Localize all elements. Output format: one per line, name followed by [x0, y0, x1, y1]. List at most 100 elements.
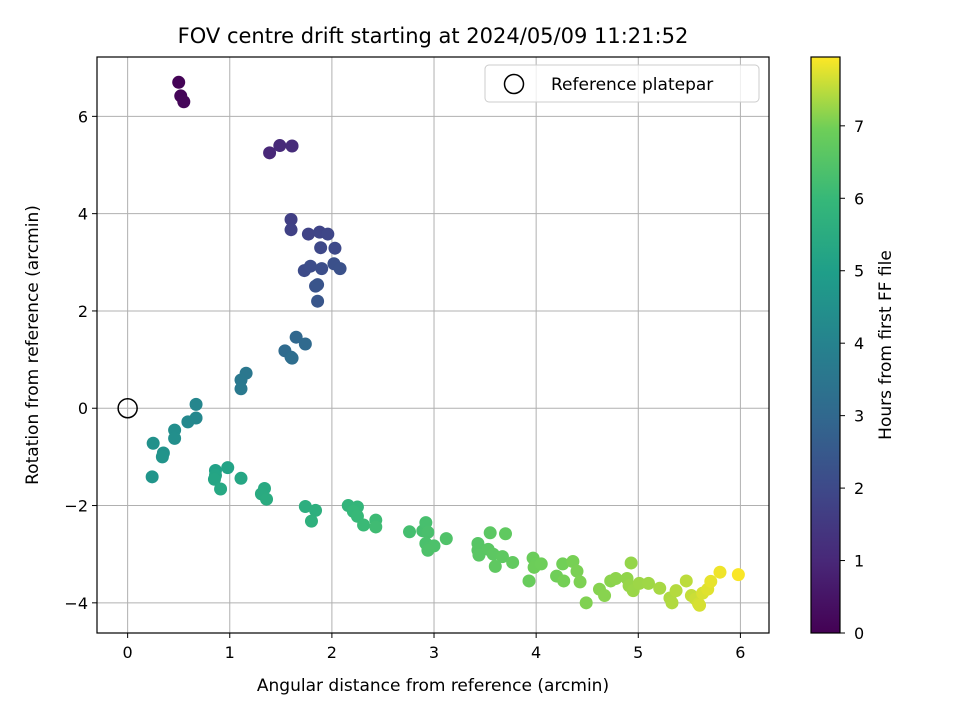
data-point — [421, 525, 435, 539]
colorbar-tick-label: 4 — [854, 334, 864, 353]
y-tick-label: 0 — [78, 399, 88, 418]
data-point — [177, 95, 191, 109]
colorbar-frame — [810, 56, 841, 634]
x-tick-label: 1 — [225, 643, 235, 662]
colorbar-tick-label: 6 — [854, 189, 864, 208]
data-point — [315, 262, 329, 276]
colorbar-tick-label: 5 — [854, 262, 864, 281]
x-tick-label: 3 — [429, 643, 439, 662]
data-point — [263, 146, 277, 160]
data-point — [214, 482, 228, 496]
data-point — [234, 382, 248, 396]
data-point — [557, 574, 571, 588]
colorbar-tick-label: 0 — [854, 624, 864, 643]
colorbar-ticks: 0 1 2 3 4 5 6 7 — [840, 117, 864, 643]
legend: Reference platepar — [484, 64, 760, 103]
colorbar-label: Hours from first FF file — [876, 250, 896, 440]
chart-title: FOV centre drift starting at 2024/05/09 … — [178, 24, 689, 48]
data-point — [172, 75, 186, 89]
data-point — [439, 532, 453, 546]
data-point — [314, 241, 328, 255]
data-point — [566, 554, 580, 568]
data-point — [301, 227, 315, 241]
x-axis-ticks: 0 1 2 3 4 5 6 — [123, 633, 745, 662]
y-tick-label: 6 — [78, 107, 88, 126]
data-point — [168, 431, 182, 445]
data-point — [369, 520, 383, 534]
data-point — [189, 397, 203, 411]
data-point — [419, 516, 433, 530]
data-point — [483, 526, 497, 540]
data-point — [285, 139, 299, 153]
data-point — [285, 351, 299, 365]
data-point — [488, 559, 502, 573]
plot-frame — [96, 56, 770, 634]
data-point — [679, 574, 693, 588]
data-point — [624, 556, 638, 570]
data-point — [609, 572, 623, 586]
data-point — [145, 470, 159, 484]
data-point — [573, 575, 587, 589]
y-tick-label: −2 — [64, 497, 88, 516]
data-point — [298, 337, 312, 351]
grid-lines — [97, 57, 769, 633]
colorbar-tick-label: 3 — [854, 407, 864, 426]
legend-entry-label: Reference platepar — [551, 75, 713, 95]
data-point — [284, 223, 298, 237]
data-point — [556, 557, 570, 571]
colorbar-tick-label: 7 — [854, 117, 864, 136]
data-point — [303, 259, 317, 273]
data-point — [207, 472, 221, 486]
x-axis-label: Angular distance from reference (arcmin) — [257, 676, 609, 696]
data-point — [499, 527, 513, 541]
data-point — [155, 450, 169, 464]
y-tick-label: −4 — [64, 594, 88, 613]
data-point — [632, 576, 646, 590]
data-point — [357, 518, 371, 532]
data-point — [506, 555, 520, 569]
colorbar-tick-label: 2 — [854, 479, 864, 498]
data-point — [403, 525, 417, 539]
data-point — [311, 294, 325, 308]
data-point — [704, 574, 718, 588]
colorbar-tick-label: 1 — [854, 552, 864, 571]
data-point — [731, 568, 745, 582]
data-point — [234, 471, 248, 485]
data-point — [221, 461, 235, 475]
data-point — [522, 574, 536, 588]
y-tick-label: 4 — [78, 205, 88, 224]
colorbar-gradient — [811, 57, 840, 633]
data-point — [273, 139, 287, 153]
data-point — [333, 262, 347, 276]
data-point — [298, 500, 312, 514]
data-point — [713, 565, 727, 579]
x-tick-label: 0 — [123, 643, 133, 662]
data-point — [309, 503, 323, 517]
data-point — [260, 492, 274, 506]
data-point — [570, 564, 584, 578]
data-point — [304, 514, 318, 528]
x-tick-label: 4 — [531, 643, 541, 662]
data-point — [579, 596, 593, 610]
data-point — [284, 212, 298, 226]
legend-frame — [484, 64, 760, 103]
data-point — [534, 557, 548, 571]
data-point — [653, 581, 667, 595]
reference-platepar-marker — [117, 397, 138, 419]
data-point — [181, 415, 195, 429]
colorbar: 0 1 2 3 4 5 6 7 Hours from first FF file — [810, 56, 896, 643]
data-point — [328, 241, 342, 255]
data-point — [669, 584, 683, 598]
y-axis-label: Rotation from reference (arcmin) — [23, 205, 43, 485]
x-tick-label: 6 — [735, 643, 745, 662]
y-tick-label: 2 — [78, 302, 88, 321]
data-point — [321, 227, 335, 241]
data-point — [311, 278, 325, 292]
x-tick-label: 2 — [327, 643, 337, 662]
data-point — [693, 598, 707, 612]
scatter-points — [145, 75, 745, 612]
legend-marker-icon — [503, 73, 525, 95]
data-point — [146, 436, 160, 450]
